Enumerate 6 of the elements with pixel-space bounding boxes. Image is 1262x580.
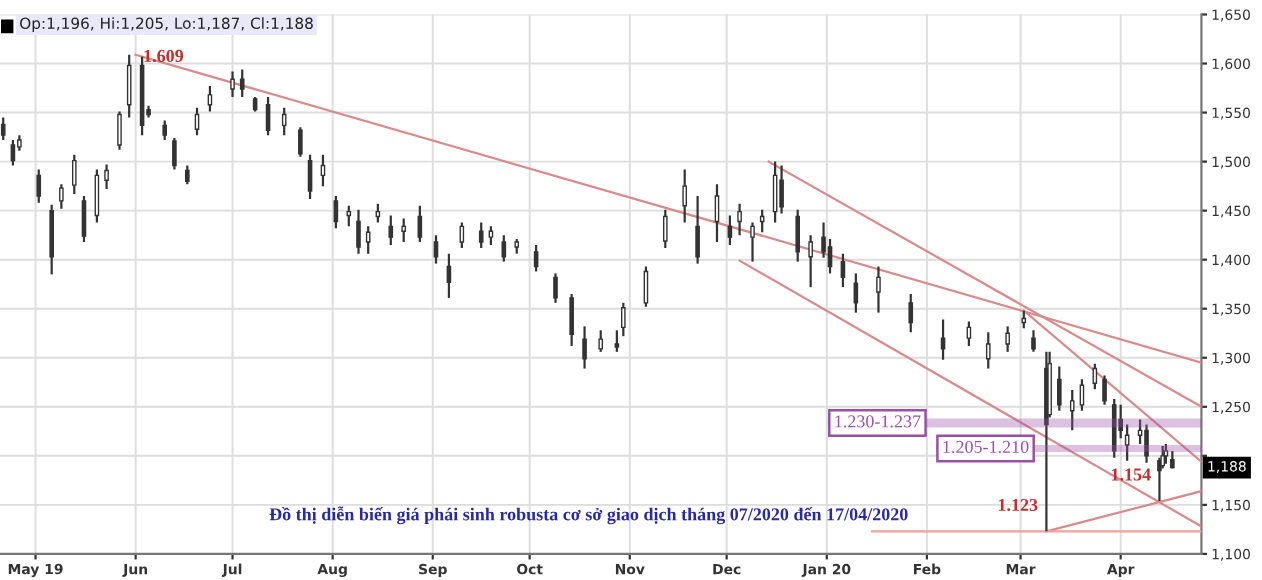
- band-label: 1.205-1.210: [943, 440, 1029, 454]
- annotation: 1.609: [144, 49, 184, 63]
- annotation: 1.123: [998, 498, 1038, 512]
- band-label: 1.230-1.237: [835, 415, 921, 428]
- annotation: 1.154: [1111, 468, 1151, 481]
- annotation: Đồ thị diễn biến giá phái sinh robusta cơ sở giao dịch tháng 07/2020 đến 17/04/2020: [269, 506, 908, 525]
